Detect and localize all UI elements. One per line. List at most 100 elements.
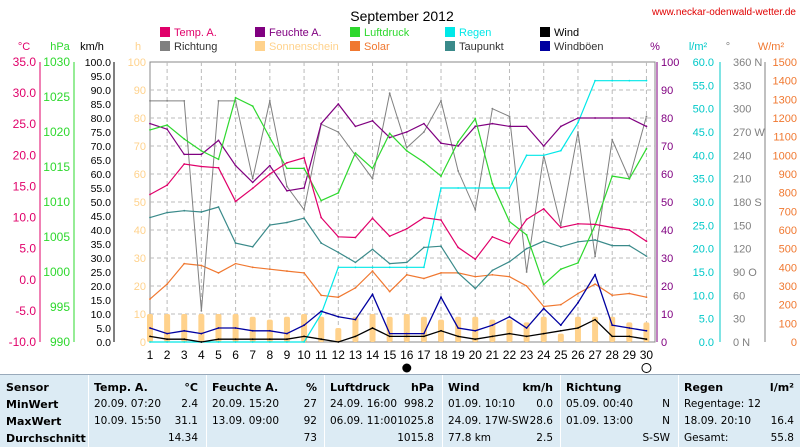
x-tick-label: 9 [284, 348, 291, 362]
temp-series-point [645, 240, 648, 243]
sunshine-bar [198, 314, 205, 342]
direction-series-point [440, 99, 442, 102]
rain-series [150, 80, 647, 343]
table-cell: Regen [684, 381, 724, 394]
x-tick-label: 21 [486, 348, 500, 362]
sunshine-bar [557, 333, 564, 342]
axis-unit: W/m² [758, 41, 785, 53]
pressure-series-point [234, 96, 237, 99]
direction-series-point [525, 271, 528, 273]
axis-tick-label: 40.0 [693, 150, 714, 162]
legend-swatch [160, 27, 170, 37]
pressure-series-point [628, 178, 631, 180]
site-url[interactable]: www.neckar-odenwald-wetter.de [651, 7, 796, 18]
gust-series-point [388, 332, 391, 335]
sunshine-bar [335, 328, 342, 342]
table-cell-value: 1015.8 [397, 432, 434, 444]
pressure-series-point [542, 283, 545, 286]
legend-label: Feuchte A. [269, 27, 322, 39]
humidity-series-point [388, 136, 391, 139]
temp-series-point [320, 216, 323, 219]
axis-tick-label: 0 [140, 337, 146, 349]
dewpoint-series-point [577, 240, 579, 243]
x-tick-label: 18 [434, 348, 448, 362]
temp-series-point [354, 236, 357, 239]
wind-series-point [200, 341, 203, 343]
legend-swatch [540, 41, 550, 51]
dewpoint-series-point [234, 242, 237, 244]
table-cell-value: 2.4 [181, 398, 198, 410]
gust-series-point [440, 296, 442, 299]
dewpoint-series-point [337, 251, 340, 254]
axis-tick-label: 35.0 [91, 239, 112, 251]
temp-series-point [149, 193, 151, 196]
gust-series-point [149, 327, 151, 329]
axis-tick-label: 50.0 [693, 104, 714, 116]
sunshine-bar [283, 316, 290, 342]
temp-series-point [525, 218, 528, 221]
legend-label: Wind [554, 27, 579, 39]
gust-series-point [422, 332, 425, 335]
wind-series-point [474, 338, 477, 341]
table-cell-value: % [305, 381, 317, 394]
pressure-series-point [388, 132, 391, 135]
pressure-series-point [268, 136, 271, 139]
axis-tick-label: 150 [733, 220, 751, 232]
axis-tick-label: 30 [661, 253, 673, 265]
gust-series-point [234, 327, 237, 329]
stats-table: Sensor Temp. A. °C Feuchte A.% Luftdruck hPa W… [0, 374, 800, 448]
solar-series-point [166, 283, 169, 286]
axis-tick-label: 0 [661, 337, 667, 349]
wind-series-point [303, 335, 305, 338]
axis-tick-label: 25.0 [91, 267, 112, 279]
x-tick-label: 25 [554, 348, 568, 362]
gust-series-point [286, 332, 288, 335]
pressure-series-point [405, 150, 408, 152]
direction-series-point [645, 115, 648, 118]
direction-series-point [200, 309, 203, 312]
table-cell-value: 92 [303, 415, 317, 427]
solar-series-point [303, 272, 305, 274]
pressure-series-point [577, 262, 579, 264]
legend-swatch [255, 27, 265, 37]
axis-tick-label: -5.0 [15, 304, 36, 318]
direction-series-point [559, 224, 562, 227]
solar-series-point [508, 275, 511, 278]
pressure-series-point [474, 117, 477, 120]
rain-series-point [286, 341, 288, 343]
dewpoint-series-point [440, 245, 442, 248]
axis-tick-label: 60.0 [693, 57, 714, 69]
humidity-series-point [594, 117, 596, 119]
axis-tick-label: 0 N [733, 337, 750, 349]
legend-label: Temp. A. [174, 27, 217, 39]
axis-tick-label: 45.0 [91, 211, 112, 223]
rain-series-point [251, 341, 254, 343]
rain-series-point [440, 187, 442, 189]
pressure-series-point [200, 150, 203, 152]
x-tick-label: 3 [181, 348, 188, 362]
gust-series-point [594, 273, 596, 276]
humidity-series-point [628, 117, 631, 119]
axis-tick-label: 240 [733, 150, 751, 162]
axis-tick-label: 1400 [773, 76, 797, 88]
gust-series-point [166, 332, 169, 335]
wind-series-point [234, 338, 237, 341]
humidity-series-point [200, 153, 203, 156]
axis-tick-label: 700 [779, 206, 797, 218]
gust-series-point [354, 318, 357, 321]
legend-label: Solar [364, 41, 390, 53]
pressure-series-point [303, 167, 305, 170]
axis-tick-label: 10.0 [91, 309, 112, 321]
wind-series-point [440, 329, 442, 332]
humidity-series-point [491, 122, 494, 125]
humidity-series-point [166, 128, 169, 131]
axis-tick-label: 45.0 [693, 127, 714, 139]
gust-series-point [559, 324, 562, 327]
solar-series-point [559, 303, 562, 306]
table-separator [442, 375, 443, 448]
wind-series-point [149, 335, 151, 338]
sunshine-bar [164, 314, 171, 342]
full-moon-icon [402, 363, 412, 373]
table-cell: 20.09. 15:20 [212, 398, 279, 410]
solar-series-point [251, 266, 254, 269]
